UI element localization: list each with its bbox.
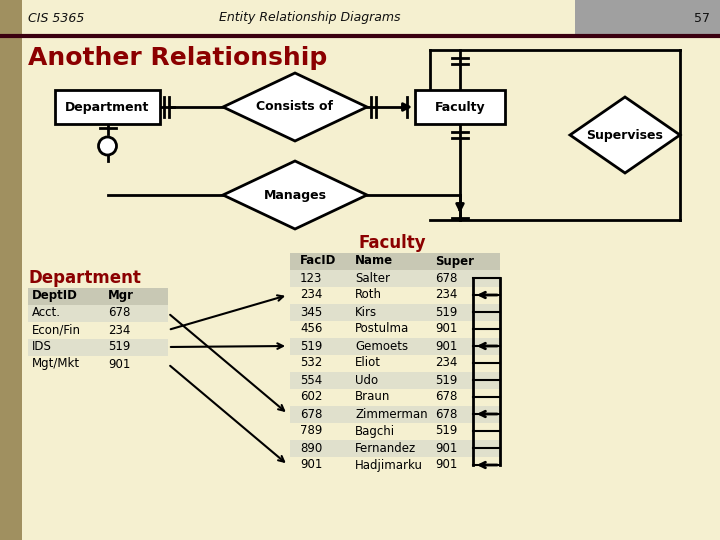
Text: Hadjimarku: Hadjimarku (355, 458, 423, 471)
Text: Mgr: Mgr (108, 289, 134, 302)
Text: Super: Super (435, 254, 474, 267)
Bar (290, 303, 500, 321)
Text: 901: 901 (300, 458, 323, 471)
Text: 57: 57 (694, 11, 710, 24)
Text: 901: 901 (435, 340, 457, 353)
Text: 519: 519 (108, 341, 130, 354)
Text: 602: 602 (300, 390, 323, 403)
Text: Acct.: Acct. (32, 307, 61, 320)
Text: Faculty: Faculty (359, 234, 426, 252)
Polygon shape (223, 161, 367, 229)
Circle shape (99, 137, 117, 155)
Text: Udo: Udo (355, 374, 378, 387)
Text: 519: 519 (435, 424, 457, 437)
Bar (55, 90, 160, 124)
Bar (290, 253, 500, 269)
Bar (290, 372, 500, 388)
Text: Another Relationship: Another Relationship (28, 46, 328, 70)
Bar (28, 305, 168, 321)
Text: 554: 554 (300, 374, 323, 387)
Text: 890: 890 (300, 442, 323, 455)
Text: Name: Name (355, 254, 393, 267)
Text: 901: 901 (435, 458, 457, 471)
Bar (290, 269, 500, 287)
Text: 234: 234 (300, 288, 323, 301)
Text: 532: 532 (300, 356, 323, 369)
Text: DeptID: DeptID (32, 289, 78, 302)
Text: Zimmerman: Zimmerman (355, 408, 428, 421)
Text: 123: 123 (300, 272, 323, 285)
Text: Bagchi: Bagchi (355, 424, 395, 437)
Text: 519: 519 (300, 340, 323, 353)
Bar (290, 338, 500, 354)
Text: Faculty: Faculty (435, 100, 485, 113)
Text: 901: 901 (435, 322, 457, 335)
Text: 789: 789 (300, 424, 323, 437)
Text: 234: 234 (435, 356, 457, 369)
Bar (290, 406, 500, 422)
Text: Consists of: Consists of (256, 100, 333, 113)
Text: Salter: Salter (355, 272, 390, 285)
Text: 678: 678 (435, 408, 457, 421)
Text: 519: 519 (435, 306, 457, 319)
Text: 456: 456 (300, 322, 323, 335)
Text: CIS 5365: CIS 5365 (28, 11, 84, 24)
Text: Econ/Fin: Econ/Fin (32, 323, 81, 336)
Text: Fernandez: Fernandez (355, 442, 416, 455)
Text: 901: 901 (435, 442, 457, 455)
Bar (0, 0, 22, 540)
Text: Gemoets: Gemoets (355, 340, 408, 353)
Text: Postulma: Postulma (355, 322, 409, 335)
Bar (28, 287, 168, 305)
Text: FacID: FacID (300, 254, 336, 267)
Text: 678: 678 (300, 408, 323, 421)
Text: Department: Department (28, 269, 141, 287)
Text: Mgt/Mkt: Mgt/Mkt (32, 357, 80, 370)
Bar (290, 440, 500, 456)
Text: 519: 519 (435, 374, 457, 387)
Polygon shape (223, 73, 367, 141)
Bar (575, 0, 720, 36)
Text: 234: 234 (435, 288, 457, 301)
Text: 678: 678 (435, 390, 457, 403)
Bar (415, 90, 505, 124)
Text: Supervises: Supervises (587, 129, 663, 141)
Text: 345: 345 (300, 306, 323, 319)
Text: 234: 234 (108, 323, 130, 336)
Text: Eliot: Eliot (355, 356, 381, 369)
Text: Department: Department (66, 100, 150, 113)
Text: Entity Relationship Diagrams: Entity Relationship Diagrams (220, 11, 401, 24)
Text: Manages: Manages (264, 188, 326, 201)
Polygon shape (570, 97, 680, 173)
Text: IDS: IDS (32, 341, 52, 354)
Text: 678: 678 (435, 272, 457, 285)
Text: 901: 901 (108, 357, 130, 370)
Text: 678: 678 (108, 307, 130, 320)
Text: Kirs: Kirs (355, 306, 377, 319)
Text: Braun: Braun (355, 390, 390, 403)
Text: Roth: Roth (355, 288, 382, 301)
Bar (28, 339, 168, 355)
